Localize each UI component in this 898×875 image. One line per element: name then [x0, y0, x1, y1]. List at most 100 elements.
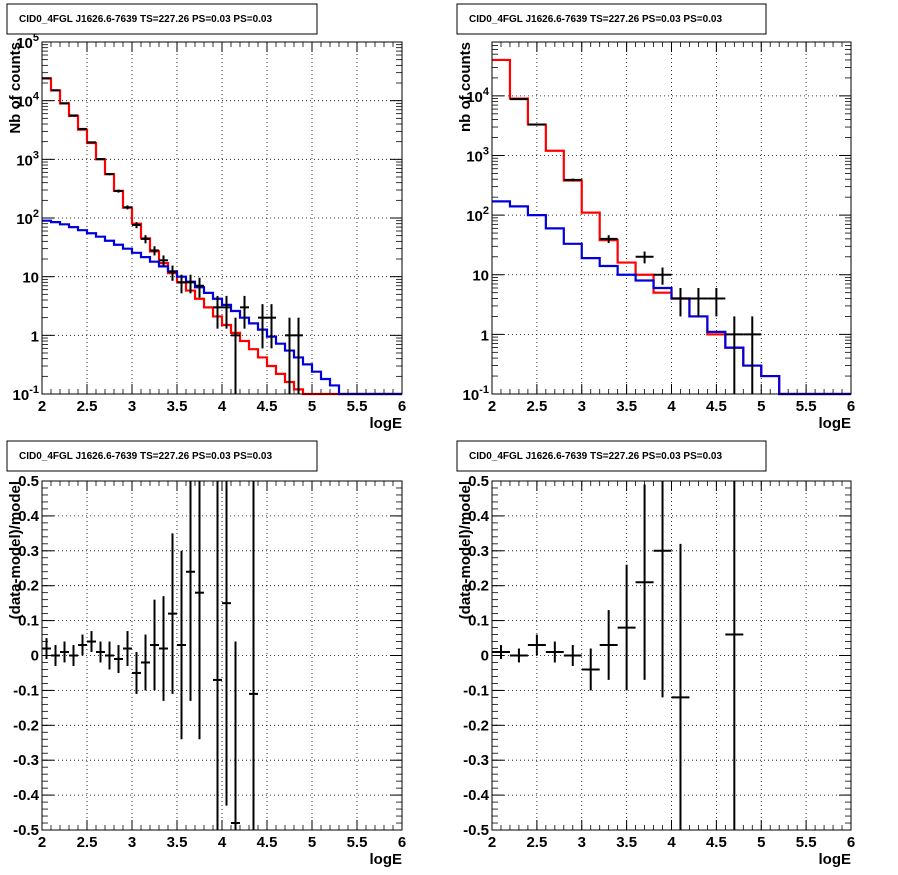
chart-title: CID0_4FGL J1626.6-7639 TS=227.26 PS=0.03… — [19, 14, 272, 25]
y-tick-label: 1 — [481, 327, 489, 344]
chart-panel-4: CID0_4FGL J1626.6-7639 TS=227.26 PS=0.03… — [456, 440, 855, 868]
y-tick-label: 104 — [466, 86, 490, 106]
y-tick-label: 105 — [16, 32, 39, 52]
y-tick-label: -0.1 — [13, 682, 39, 699]
x-tick-label: 5.5 — [347, 834, 368, 851]
histogram-series-1 — [42, 77, 402, 396]
x-axis-label: logE — [819, 415, 852, 432]
x-tick-label: 2 — [38, 834, 46, 851]
y-tick-label: 102 — [16, 208, 39, 228]
y-tick-label: 0 — [481, 648, 489, 665]
chart-title: CID0_4FGL J1626.6-7639 TS=227.26 PS=0.03… — [19, 451, 272, 462]
x-axis-label: logE — [370, 851, 403, 868]
x-tick-label: 4.5 — [706, 398, 727, 415]
chart-title: CID0_4FGL J1626.6-7639 TS=227.26 PS=0.03… — [469, 451, 722, 462]
x-tick-label: 5 — [308, 398, 316, 415]
plot-frame — [491, 41, 852, 395]
x-tick-label: 6 — [398, 398, 406, 415]
x-tick-label: 5 — [757, 834, 765, 851]
x-tick-label: 6 — [847, 398, 855, 415]
x-tick-label: 5 — [757, 398, 765, 415]
x-tick-label: 2.5 — [77, 834, 98, 851]
x-tick-label: 5 — [308, 834, 316, 851]
x-tick-label: 3.5 — [167, 398, 188, 415]
x-tick-label: 3.5 — [167, 834, 188, 851]
x-tick-label: 4.5 — [257, 834, 278, 851]
y-tick-label: 0.4 — [468, 508, 490, 525]
y-tick-label: 10-1 — [463, 384, 489, 404]
plot-frame — [491, 480, 852, 831]
y-tick-label: 10-1 — [13, 384, 39, 404]
y-tick-label: -0.5 — [13, 822, 39, 839]
x-tick-label: 5.5 — [796, 398, 817, 415]
x-tick-label: 4 — [218, 398, 227, 415]
y-tick-label: 0.1 — [18, 613, 39, 630]
y-tick-label: -0.2 — [463, 717, 489, 734]
x-tick-label: 2.5 — [526, 398, 547, 415]
chart-title-box — [6, 440, 318, 472]
y-tick-label: 10 — [472, 268, 489, 285]
x-tick-label: 4 — [667, 398, 676, 415]
y-tick-label: 0.2 — [18, 578, 39, 595]
y-axis-label: (data-model)/model — [7, 481, 24, 619]
plot-frame — [41, 41, 403, 395]
y-tick-label: 0.1 — [468, 613, 489, 630]
y-tick-label: 0 — [31, 648, 39, 665]
x-tick-label: 3 — [128, 834, 136, 851]
x-tick-label: 5.5 — [796, 834, 817, 851]
x-tick-label: 6 — [847, 834, 855, 851]
y-axis-label: (data-model)/model — [457, 481, 474, 619]
x-tick-label: 4.5 — [257, 398, 278, 415]
x-tick-label: 3 — [128, 398, 136, 415]
y-tick-label: -0.3 — [463, 752, 489, 769]
y-tick-label: -0.4 — [463, 787, 490, 804]
y-tick-label: -0.2 — [13, 717, 39, 734]
y-tick-label: 10 — [22, 270, 39, 287]
x-tick-label: 4.5 — [706, 834, 727, 851]
x-tick-label: 3.5 — [616, 834, 637, 851]
y-tick-label: 0.3 — [18, 543, 39, 560]
x-tick-label: 3 — [578, 398, 586, 415]
x-tick-label: 2.5 — [77, 398, 98, 415]
y-tick-label: 0.5 — [18, 473, 39, 490]
y-tick-label: 0.2 — [468, 578, 489, 595]
chart-panel-1: CID0_4FGL J1626.6-7639 TS=227.26 PS=0.03… — [6, 3, 406, 432]
x-axis-label: logE — [370, 415, 403, 432]
y-tick-label: 104 — [16, 91, 40, 111]
x-tick-label: 2 — [488, 834, 496, 851]
y-tick-label: -0.4 — [13, 787, 40, 804]
y-axis-label: nb of counts — [457, 42, 474, 132]
x-tick-label: 2 — [488, 398, 496, 415]
y-tick-label: 102 — [466, 205, 489, 225]
chart-panel-3: CID0_4FGL J1626.6-7639 TS=227.26 PS=0.03… — [6, 440, 406, 868]
y-tick-label: 103 — [16, 149, 39, 169]
chart-title: CID0_4FGL J1626.6-7639 TS=227.26 PS=0.03… — [469, 14, 722, 25]
y-tick-label: 0.4 — [18, 508, 40, 525]
chart-panel-2: CID0_4FGL J1626.6-7639 TS=227.26 PS=0.03… — [456, 3, 855, 432]
plot-frame — [41, 480, 403, 831]
y-tick-label: 0.3 — [468, 543, 489, 560]
y-tick-label: -0.3 — [13, 752, 39, 769]
x-axis-label: logE — [819, 851, 852, 868]
histogram-series-2 — [42, 219, 402, 396]
histogram-series-2 — [492, 200, 851, 396]
y-tick-label: 1 — [31, 328, 39, 345]
x-tick-label: 3.5 — [616, 398, 637, 415]
chart-title-box — [456, 3, 767, 35]
chart-title-box — [456, 440, 767, 472]
y-tick-label: -0.5 — [463, 822, 489, 839]
y-tick-label: 0.5 — [468, 473, 489, 490]
plot-area — [492, 481, 851, 830]
y-tick-label: -0.1 — [463, 682, 489, 699]
x-tick-label: 3 — [578, 834, 586, 851]
chart-title-box — [6, 3, 318, 35]
x-tick-label: 6 — [398, 834, 406, 851]
y-axis-label: Nb of counts — [7, 42, 24, 134]
x-tick-label: 5.5 — [347, 398, 368, 415]
x-tick-label: 4 — [667, 834, 676, 851]
x-tick-label: 2 — [38, 398, 46, 415]
y-tick-label: 103 — [466, 145, 489, 165]
x-tick-label: 2.5 — [526, 834, 547, 851]
x-tick-label: 4 — [218, 834, 227, 851]
